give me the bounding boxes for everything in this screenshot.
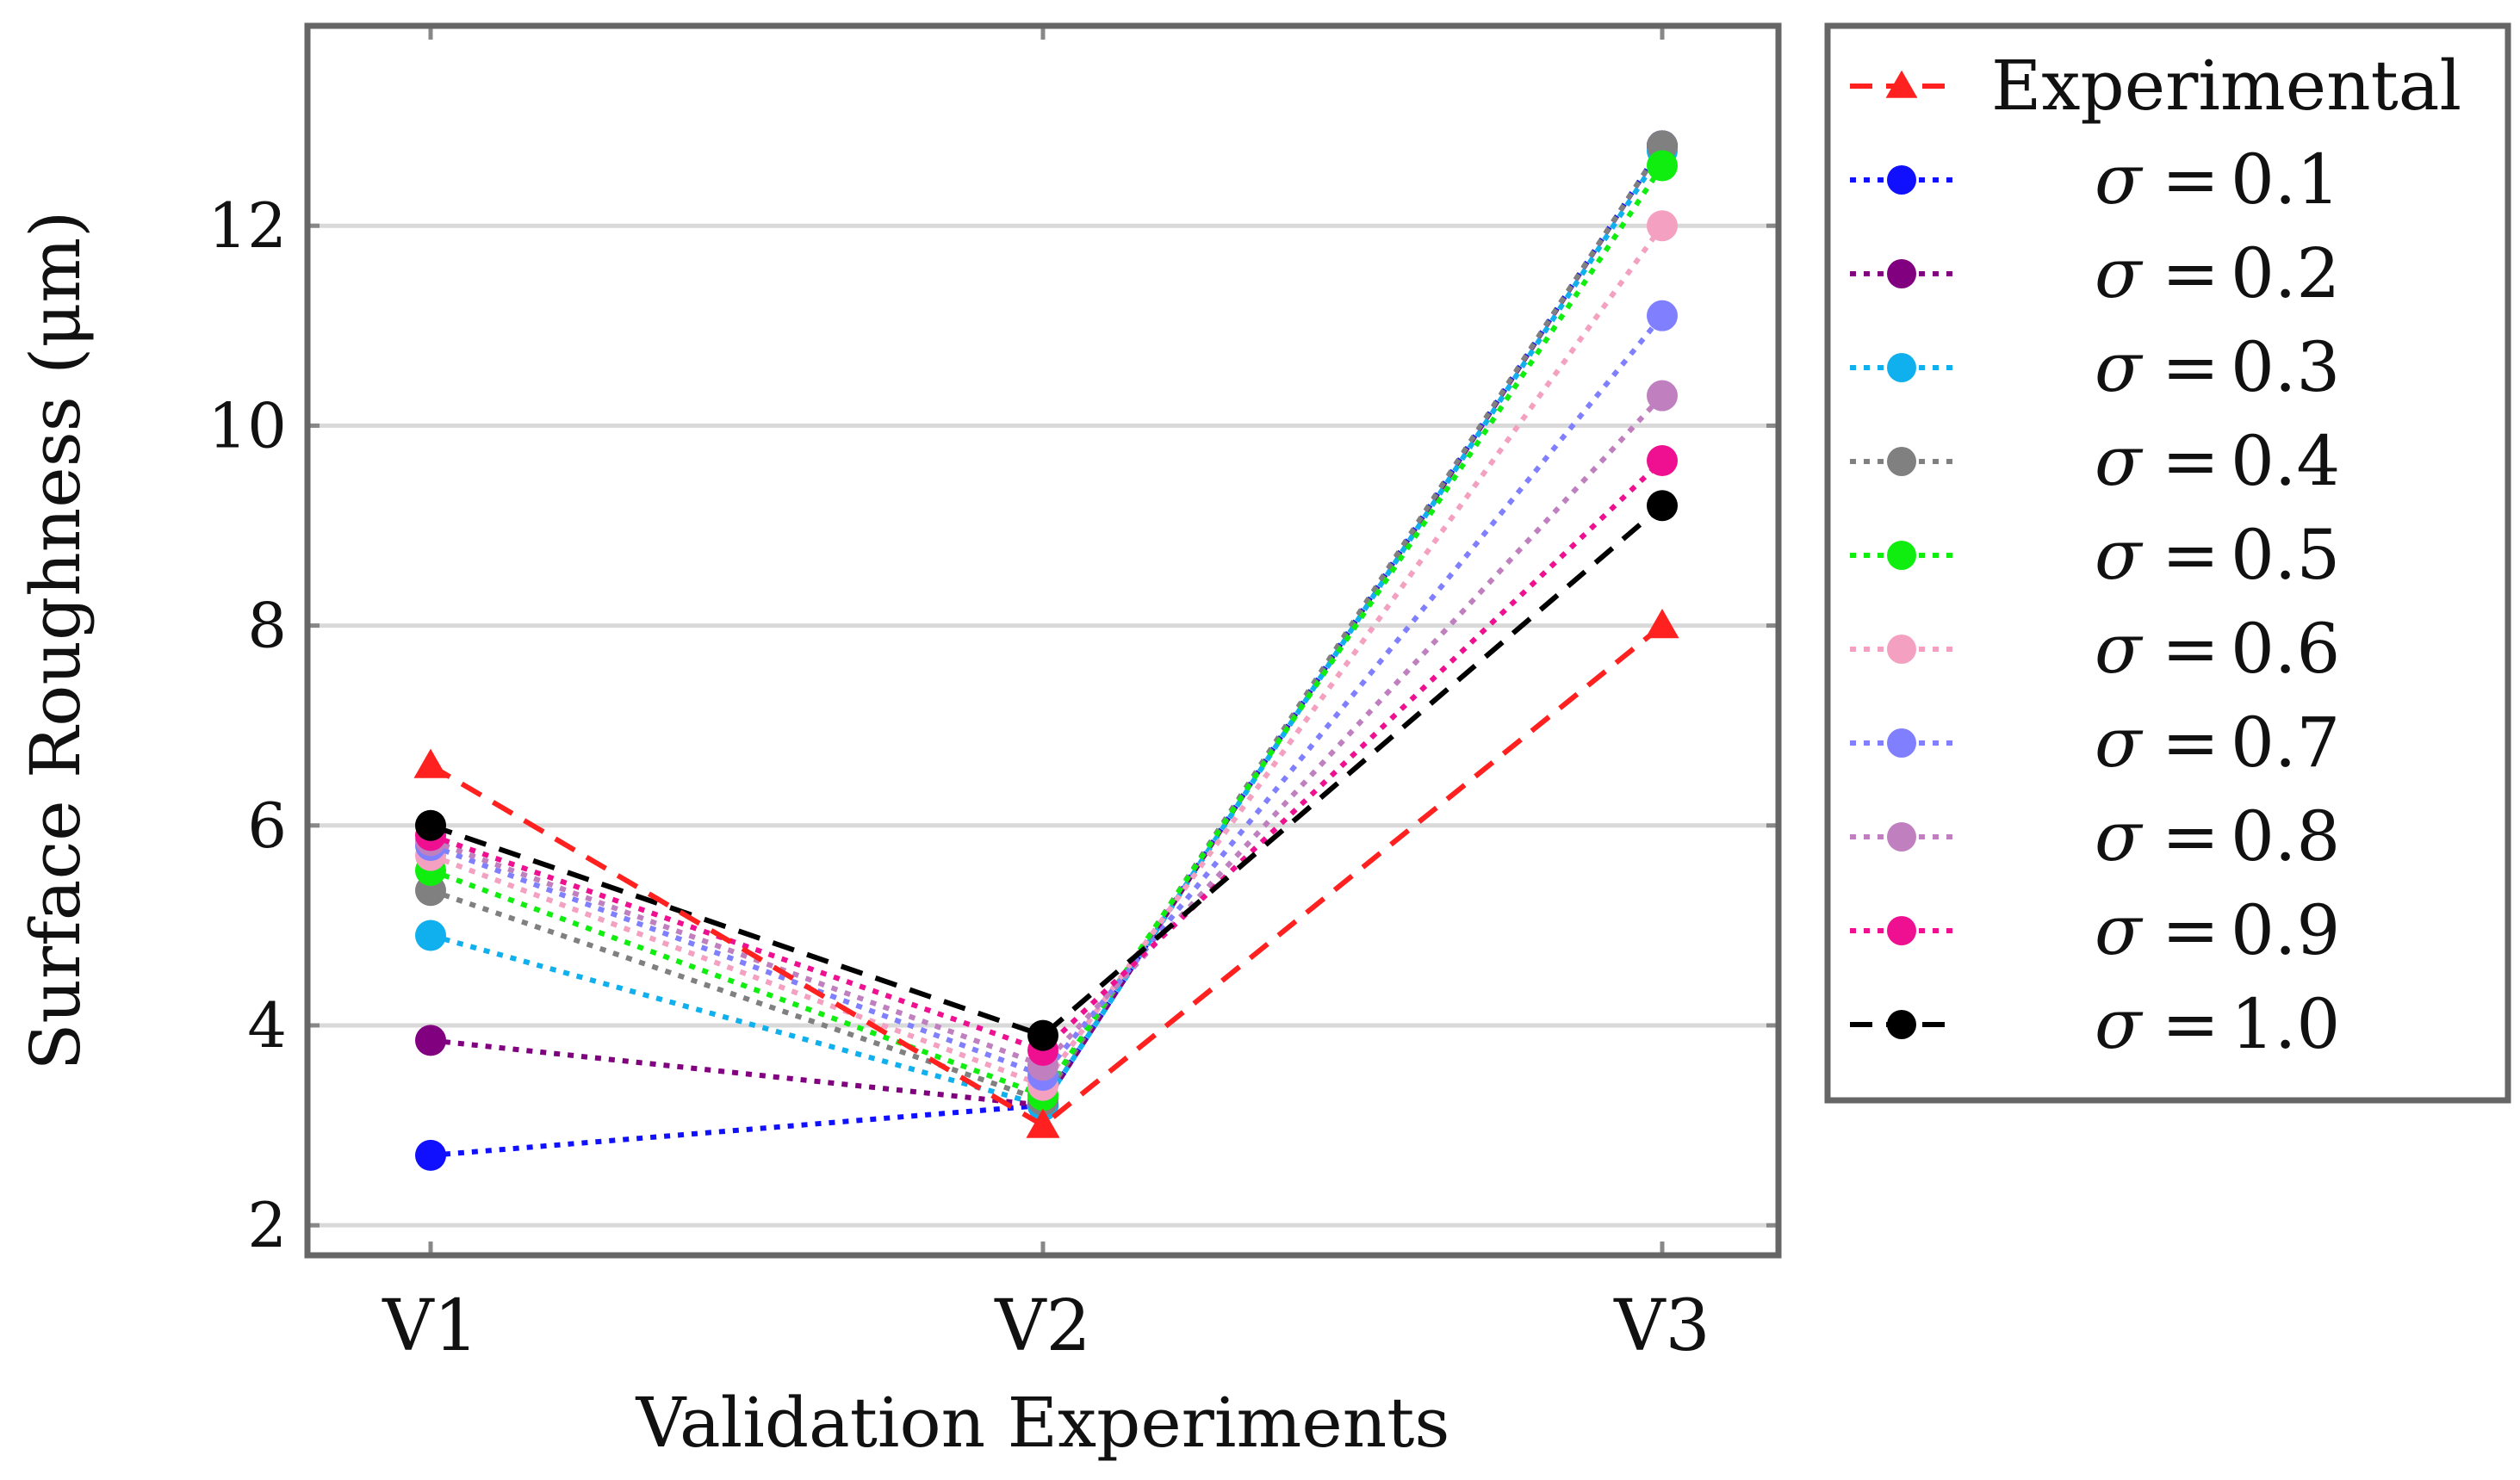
data-point — [1026, 1108, 1060, 1138]
legend-marker — [1887, 728, 1916, 758]
legend-sigma-symbol: σ — [2095, 233, 2144, 313]
legend-value: 0.3 — [2231, 327, 2340, 407]
legend-entry: σ = 0.9 — [1850, 890, 2340, 970]
series-line — [429, 313, 1665, 1079]
legend-value: 0.6 — [2231, 609, 2340, 689]
legend-value: 0.1 — [2231, 139, 2340, 220]
x-axis-title: Validation Experiments — [636, 1383, 1450, 1463]
series-line — [429, 623, 1664, 1129]
data-point — [1647, 380, 1678, 412]
legend-entry: σ = 1.0 — [1850, 984, 2340, 1064]
legend-entry: σ = 0.1 — [1850, 139, 2340, 220]
data-point — [415, 920, 446, 951]
legend-marker — [1887, 916, 1916, 945]
legend-value: 0.8 — [2231, 796, 2340, 876]
legend-marker — [1887, 822, 1916, 851]
series-sigma-1.0 — [415, 490, 1678, 1051]
data-point — [415, 1025, 446, 1056]
legend-value: 0.7 — [2231, 703, 2340, 783]
legend-equals: = — [2162, 796, 2219, 876]
series-line — [430, 458, 1665, 1054]
legend-value: 1.0 — [2231, 984, 2340, 1064]
data-point — [1027, 1019, 1058, 1051]
y-tick-label: 12 — [208, 189, 287, 262]
legend-equals: = — [2162, 609, 2219, 689]
legend-marker — [1887, 165, 1916, 195]
legend-equals: = — [2162, 984, 2219, 1064]
legend-sigma-symbol: σ — [2095, 515, 2144, 595]
series-sigma-0.5 — [415, 150, 1678, 1112]
legend-label: Experimental — [1991, 46, 2461, 126]
x-tick-label: V2 — [994, 1285, 1090, 1367]
legend-equals: = — [2162, 139, 2219, 220]
legend-entry: σ = 0.7 — [1850, 703, 2340, 783]
legend-marker — [1887, 1010, 1916, 1039]
legend-entry: σ = 0.2 — [1850, 233, 2340, 313]
series-sigma-0.1 — [415, 130, 1678, 1171]
legend-marker — [1885, 70, 1918, 98]
y-tick-label: 2 — [247, 1189, 287, 1261]
legend-marker — [1887, 353, 1916, 382]
legend-marker — [1887, 635, 1916, 664]
legend-box — [1824, 22, 2511, 1104]
data-point — [1647, 150, 1678, 182]
legend-equals: = — [2162, 703, 2219, 783]
legend-value: 0.9 — [2231, 890, 2340, 970]
data-point — [1647, 490, 1678, 522]
x-tick-label: V3 — [1613, 1285, 1710, 1367]
series-sigma-0.3 — [415, 135, 1678, 1121]
series-line — [429, 393, 1665, 1068]
legend-value: 0.2 — [2231, 233, 2340, 313]
series-line — [430, 144, 1665, 1158]
plot-frame — [304, 22, 1782, 1259]
legend-sigma-symbol: σ — [2095, 421, 2144, 501]
legend-entry: σ = 0.6 — [1850, 609, 2340, 689]
legend-value: 0.4 — [2231, 421, 2340, 501]
series-line — [430, 144, 1665, 1104]
legend-marker — [1887, 259, 1916, 288]
plot-series — [413, 130, 1679, 1171]
legend-marker — [1887, 447, 1916, 476]
legend-value: 0.5 — [2231, 515, 2340, 595]
series-experimental — [413, 609, 1679, 1138]
legend-sigma-symbol: σ — [2095, 890, 2144, 970]
legend-entry: σ = 0.4 — [1850, 421, 2340, 501]
legend-sigma-symbol: σ — [2095, 703, 2144, 783]
data-point — [415, 809, 446, 841]
x-tick-label: V1 — [382, 1285, 478, 1367]
y-tick-label: 10 — [208, 389, 287, 461]
legend-entry: Experimental — [1850, 46, 2461, 126]
legend-sigma-symbol: σ — [2095, 139, 2144, 220]
legend-entry: σ = 0.8 — [1850, 796, 2340, 876]
y-axis-title: Surface Roughness (μm) — [16, 211, 96, 1071]
legend-entry: σ = 0.5 — [1850, 515, 2340, 595]
legend-equals: = — [2162, 327, 2219, 407]
gridlines — [307, 223, 1778, 1228]
data-point — [1647, 300, 1678, 331]
legend-equals: = — [2162, 233, 2219, 313]
data-point — [413, 748, 448, 778]
y-tick-label: 4 — [247, 989, 287, 1062]
legend-sigma-symbol: σ — [2095, 609, 2144, 689]
legend-marker — [1887, 541, 1916, 570]
data-point — [415, 1139, 446, 1171]
series-sigma-0.9 — [415, 445, 1678, 1066]
series-sigma-0.4 — [415, 130, 1678, 1117]
legend-equals: = — [2162, 515, 2219, 595]
data-point — [1645, 609, 1679, 639]
legend-sigma-symbol: σ — [2095, 327, 2144, 407]
y-tick-label: 8 — [247, 590, 287, 662]
legend-entry: σ = 0.3 — [1850, 327, 2340, 407]
legend-sigma-symbol: σ — [2095, 796, 2144, 876]
legend-equals: = — [2162, 421, 2219, 501]
legend-sigma-symbol: σ — [2095, 984, 2144, 1064]
series-line — [430, 149, 1665, 1109]
data-point — [1647, 445, 1678, 477]
series-sigma-0.8 — [415, 380, 1678, 1081]
y-tick-label: 6 — [247, 790, 287, 862]
legend-equals: = — [2162, 890, 2219, 970]
data-point — [1647, 210, 1678, 242]
